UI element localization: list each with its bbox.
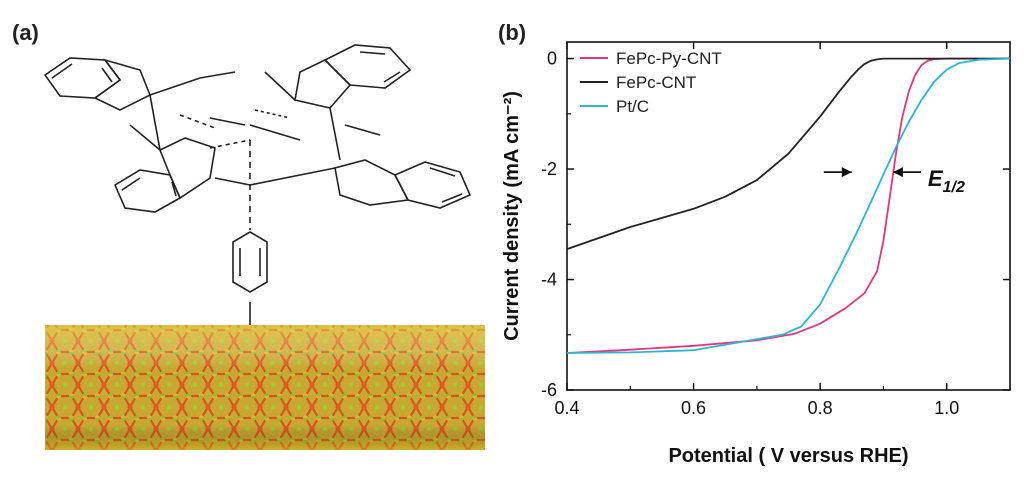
- e-half-arrowhead-left: [841, 167, 852, 178]
- chart-legend: FePc-Py-CNT FePc-CNT Pt/C: [580, 49, 722, 116]
- x-axis-title: Potential ( V versus RHE): [668, 445, 908, 467]
- plot-frame: [566, 41, 1011, 391]
- x-tick-label: 0.4: [554, 398, 579, 418]
- e-half-subscript: 1/2: [943, 179, 965, 196]
- e-half-label: E1/2: [928, 166, 965, 196]
- chart-axes: 0.4 0.6 0.8 1.0 0 -2 -4 -6: [541, 41, 1011, 418]
- legend-label-0: FePc-Py-CNT: [616, 49, 722, 68]
- chart-series: [566, 57, 1011, 354]
- x-tick-label: 1.0: [934, 398, 959, 418]
- legend-label-1: FePc-CNT: [616, 73, 696, 92]
- panel-b-label: (b): [498, 20, 527, 45]
- fepc-pyrene-cnt-structure: [43, 44, 485, 450]
- phthalocyanine-macrocycle: [43, 44, 472, 213]
- series-line-0: [566, 57, 1010, 354]
- y-tick-label: -6: [541, 380, 557, 400]
- series-line-2: [566, 57, 1011, 354]
- legend-label-2: Pt/C: [616, 97, 649, 116]
- series-line-1: [566, 57, 1010, 250]
- y-tick-label: -2: [541, 159, 557, 179]
- x-tick-label: 0.8: [808, 398, 833, 418]
- e-half-arrowhead-right: [892, 167, 903, 178]
- y-axis-title: Current density (mA cm⁻²): [501, 91, 523, 341]
- pyridine-ring: [232, 231, 268, 293]
- y-tick-label: -4: [541, 270, 557, 290]
- carbon-nanotube: [45, 325, 485, 450]
- panel-a-label: (a): [12, 20, 39, 45]
- y-tick-label: 0: [547, 49, 557, 69]
- x-tick-label: 0.6: [681, 398, 706, 418]
